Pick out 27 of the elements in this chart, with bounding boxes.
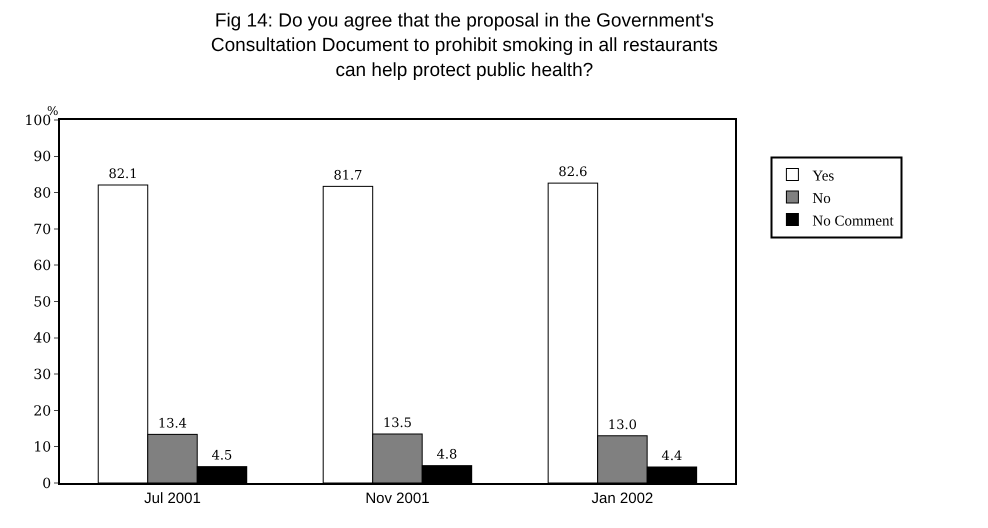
data-label: 13.4 [158,416,187,432]
y-tick-label: 0 [42,476,52,492]
data-label: 82.1 [108,166,138,182]
x-tick-label: Nov 2001 [365,490,430,507]
y-tick-label: 100 [24,112,52,129]
y-tick-label: 80 [33,186,52,202]
y-tick-label: 90 [33,149,52,166]
data-label: 81.7 [333,168,362,184]
y-tick-label: 50 [33,294,52,310]
data-label: 4.4 [662,449,682,464]
x-tick-label: Jul 2001 [144,490,201,507]
legend-label: Yes [812,168,834,184]
data-label: 4.5 [212,448,232,464]
x-tick-label: Jan 2002 [592,490,654,507]
legend-label: No Comment [812,213,894,230]
data-label: 13.0 [608,418,637,433]
chart-title: Fig 14: Do you agree that the proposal in the Government's Consultation Document to prohibit smoking in all restaurants can help protect public health? [210,10,718,81]
data-label: 82.6 [558,165,588,180]
y-tick-label: 10 [33,440,52,456]
y-tick-label: 30 [33,367,52,383]
data-label: 13.5 [382,416,412,431]
legend-label: No [812,190,831,207]
y-tick-label: 70 [33,222,52,238]
y-tick-label: 60 [33,258,52,274]
data-label: 4.8 [436,448,458,463]
y-tick-label: 20 [33,403,52,420]
y-tick-label: 40 [33,330,52,347]
